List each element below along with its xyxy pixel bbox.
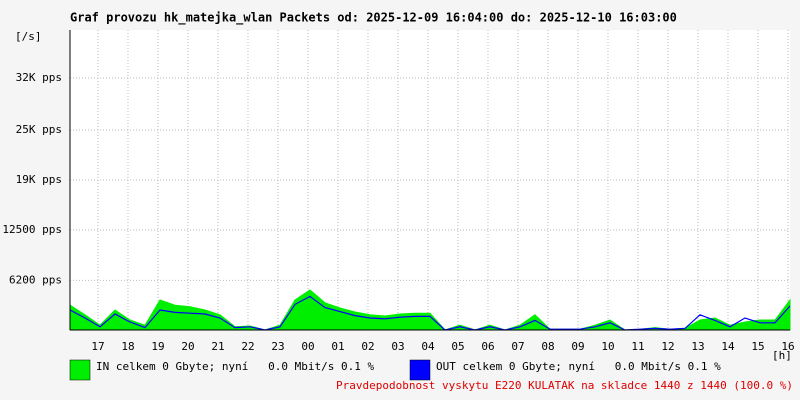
x-tick-label: 14 [721,340,735,353]
x-tick-label: 00 [301,340,314,353]
x-tick-label: 09 [571,340,584,353]
x-tick-label: 02 [361,340,374,353]
x-tick-label: 13 [691,340,704,353]
y-tick-label: 6200 pps [9,273,62,286]
x-tick-label: 04 [421,340,435,353]
line [69,295,791,331]
x-tick-label: 05 [451,340,464,353]
legend-swatch [409,359,431,381]
x-tick-label: 01 [331,340,344,353]
note: Pravdepodobnost vyskytu E220 KULATAK na … [336,379,793,392]
legend-label: OUT celkem 0 Gbyte; nyní 0.0 Mbit/s 0.1 … [436,360,721,373]
x-tick-label: 23 [271,340,284,353]
y-tick-label: 19K pps [16,173,62,186]
x-tick-label: 12 [661,340,674,353]
area [69,289,791,331]
x-tick-label: 06 [481,340,494,353]
x-tick-label: 16 [781,340,794,353]
legend-swatch [69,359,91,381]
x-tick-label: 20 [181,340,194,353]
y-axis-label: [/s] [15,30,42,43]
y-tick-label: 12500 pps [2,223,62,236]
x-tick-label: 08 [541,340,554,353]
x-tick-label: 19 [151,340,164,353]
chart-title: Graf provozu hk_matejka_wlan Packets od:… [70,11,677,26]
x-tick-label: 18 [121,340,134,353]
x-axis-label: [h] [772,349,792,362]
x-tick-label: 22 [241,340,254,353]
x-tick-label: 07 [511,340,524,353]
x-tick-label: 10 [601,340,614,353]
y-tick-label: 32K pps [16,71,62,84]
y-tick-label: 25K pps [16,123,62,136]
x-tick-label: 15 [751,340,764,353]
x-tick-label: 03 [391,340,404,353]
legend-label: IN celkem 0 Gbyte; nyní 0.0 Mbit/s 0.1 % [96,360,375,373]
x-tick-label: 21 [211,340,224,353]
x-tick-label: 17 [91,340,104,353]
x-tick-label: 11 [631,340,644,353]
